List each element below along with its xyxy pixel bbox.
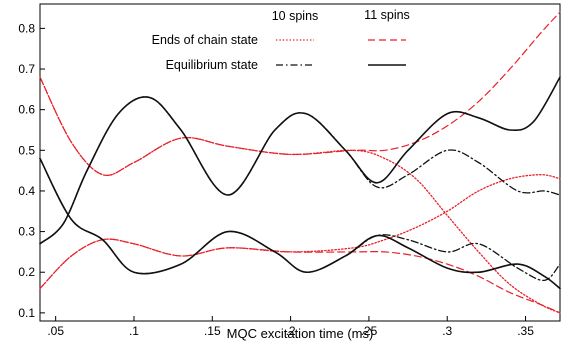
y-tick-label: 0.7 <box>18 62 35 76</box>
y-tick-label: 0.1 <box>18 306 35 320</box>
legend: 10 spins 11 spins Ends of chain state Eq… <box>152 8 410 72</box>
series-line-equilibrium-11-spins-lower <box>39 157 561 290</box>
x-tick-label: .1 <box>129 324 139 338</box>
y-axis-ticks: 0.1 0.2 0.3 0.4 0.5 0.6 0.7 0.8 <box>18 21 45 320</box>
y-tick-label: 0.2 <box>18 265 35 279</box>
series-line-equilibrium-11-spins-upper <box>39 76 561 245</box>
series-line-ends-of-chain-11-spins-lower <box>39 238 561 314</box>
x-tick-label: .25 <box>361 324 378 338</box>
y-tick-label: 0.4 <box>18 184 35 198</box>
y-tick-label: 0.8 <box>18 21 35 35</box>
plot-frame <box>39 3 561 322</box>
x-axis-title: MQC excitation time (ms) <box>227 326 374 341</box>
legend-label-ends-of-chain: Ends of chain state <box>152 33 258 47</box>
series-line-ends-of-chain-11-spins-upper <box>39 11 561 176</box>
legend-label-equilibrium: Equilibrium state <box>166 58 258 72</box>
x-tick-label: .15 <box>204 324 221 338</box>
axes <box>39 3 561 322</box>
y-tick-label: 0.5 <box>18 143 35 157</box>
y-tick-label: 0.6 <box>18 103 35 117</box>
x-tick-label: .2 <box>286 324 296 338</box>
x-axis-ticks: .05 .1 .15 .2 .25 .3 .35 <box>47 316 534 338</box>
series-layer <box>39 11 561 314</box>
legend-header-11-spins: 11 spins <box>364 8 410 22</box>
x-tick-label: .3 <box>442 324 452 338</box>
x-tick-label: .05 <box>47 324 64 338</box>
y-tick-label: 0.3 <box>18 225 35 239</box>
legend-header-10-spins: 10 spins <box>272 9 319 23</box>
x-tick-label: .35 <box>517 324 534 338</box>
series-line-equilibrium-10-spins-lower <box>39 157 561 282</box>
